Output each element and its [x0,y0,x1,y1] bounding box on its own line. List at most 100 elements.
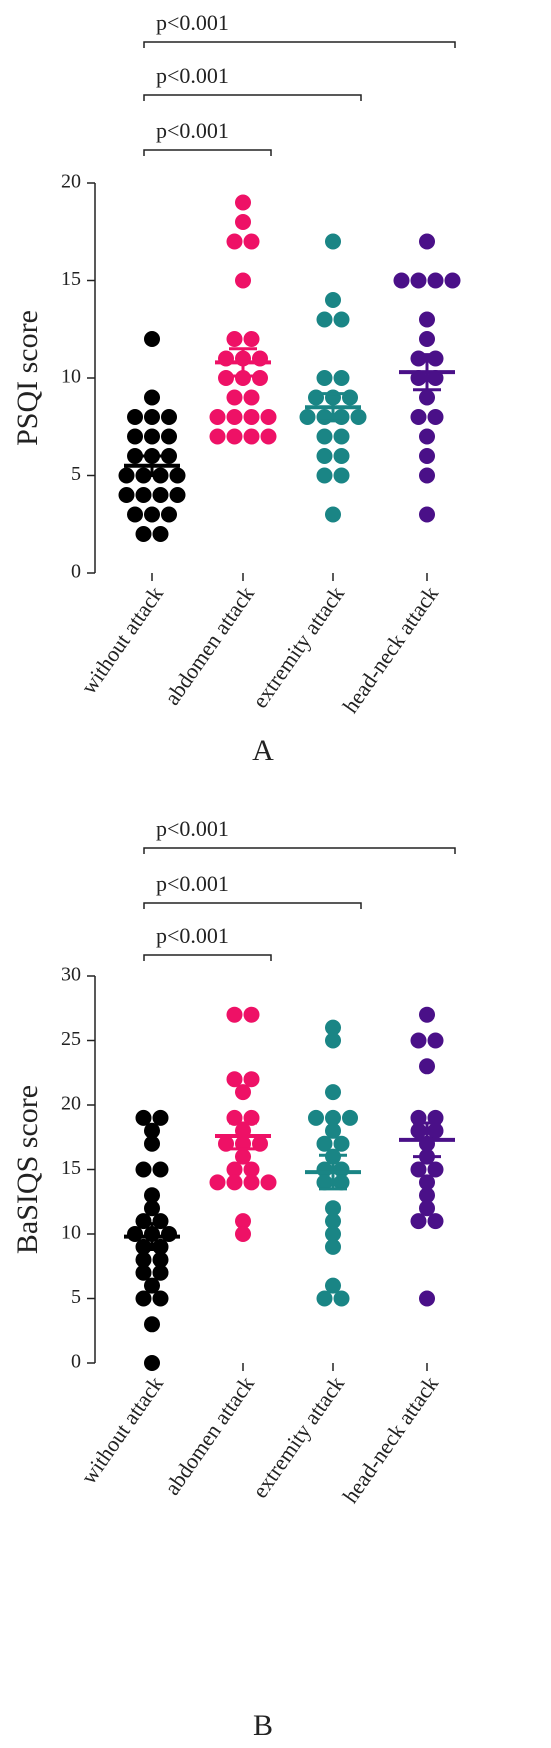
data-point [260,428,277,445]
data-point [325,1200,341,1217]
p-value: p<0.001 [156,816,229,841]
data-point [333,370,350,386]
data-point [260,409,277,425]
data-point [316,1135,333,1152]
data-point [325,1109,341,1126]
data-point [427,1213,444,1230]
data-point [235,194,251,211]
data-point [127,409,143,425]
data-point [325,1226,341,1242]
data-point [333,428,350,445]
y-tick-label: 10 [61,1222,81,1244]
data-point [226,233,243,250]
comparison-bracket [143,847,456,854]
data-point [144,428,160,445]
data-point [333,409,350,425]
data-point [209,409,226,425]
data-point [410,409,427,425]
data-point [427,350,444,367]
data-point [144,1277,160,1294]
data-point [410,1122,427,1139]
data-point [419,389,435,406]
y-tick-label: 20 [61,1093,81,1115]
data-point [135,1290,152,1307]
data-point [316,448,333,464]
p-value: p<0.001 [156,871,229,896]
data-point [427,409,444,425]
data-point [316,1290,333,1307]
data-point [316,467,333,484]
data-point [325,1213,341,1230]
y-tick-label: 5 [71,463,81,485]
y-tick-label: 0 [71,561,81,583]
data-point [152,1109,169,1126]
data-point [243,428,260,445]
data-point [135,526,152,542]
data-point [226,1174,243,1191]
data-point [350,409,367,425]
data-point [226,1006,243,1023]
data-point [260,1174,277,1191]
data-point [325,292,341,308]
data-point [161,428,177,445]
data-point [235,1084,251,1101]
y-tick-label: 20 [61,171,81,193]
data-point [316,370,333,386]
data-point [308,389,324,406]
x-tick-label: without attack [76,1372,168,1489]
p-value: p<0.001 [156,923,229,948]
data-point [144,1187,160,1204]
p-value: p<0.001 [156,118,229,143]
data-point [226,409,243,425]
data-point [226,1071,243,1088]
data-point [333,1290,350,1307]
data-point [135,1109,152,1126]
comparison-bracket [143,954,272,961]
data-point [419,1174,435,1191]
x-tick-label: head-neck attack [337,582,443,718]
data-point [342,389,358,406]
y-tick-label: 10 [61,366,81,388]
data-point [144,1316,160,1333]
data-point [152,1264,169,1281]
y-tick-label: 15 [61,1157,81,1179]
data-point [325,1032,341,1049]
data-point [252,370,268,386]
x-tick-label: without attack [76,582,168,699]
y-axis-label: PSQI score [11,310,44,446]
data-point [209,428,226,445]
data-point [144,1200,160,1217]
data-point [419,1290,435,1307]
data-point [161,506,177,523]
data-point [410,1032,427,1049]
y-tick-label: 5 [71,1286,81,1308]
data-point [144,389,160,406]
data-point [325,1277,341,1294]
data-point [325,1019,341,1036]
data-point [243,1006,260,1023]
data-point [419,1200,435,1217]
data-point [333,467,350,484]
data-point [316,428,333,445]
data-point [419,1058,435,1075]
data-point [135,1161,152,1178]
data-point [118,487,135,503]
data-point [226,331,243,347]
data-point [342,1109,358,1126]
data-point [169,487,186,503]
y-tick-label: 25 [61,1028,81,1050]
data-point [333,448,350,464]
data-point [135,487,152,503]
x-tick-label: extremity attack [247,582,349,713]
data-point [144,1122,160,1139]
data-point [393,272,410,289]
panel-label: B [253,1709,273,1742]
data-point [218,370,234,386]
data-point [152,487,169,503]
data-point [419,428,435,445]
data-point [135,1264,152,1281]
data-point [243,389,260,406]
data-point [419,1006,435,1023]
data-point [427,1032,444,1049]
data-point [427,1161,444,1178]
